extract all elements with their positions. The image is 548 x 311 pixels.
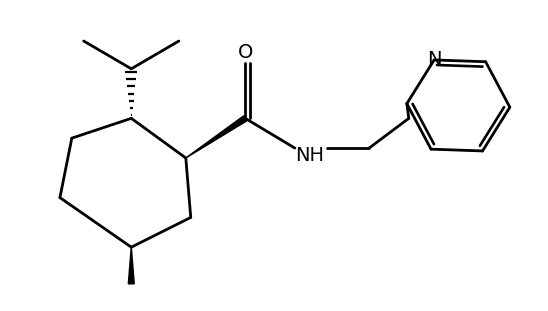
- Polygon shape: [186, 116, 247, 158]
- Text: NH: NH: [295, 146, 324, 165]
- Polygon shape: [128, 247, 134, 284]
- Text: O: O: [238, 44, 253, 63]
- Text: N: N: [427, 50, 441, 69]
